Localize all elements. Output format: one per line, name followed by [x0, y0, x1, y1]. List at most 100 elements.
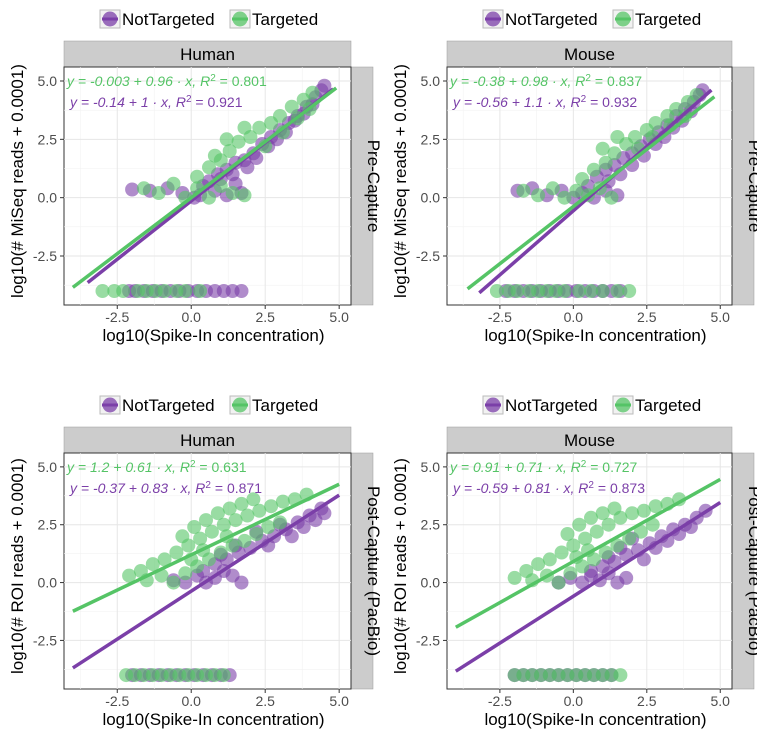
data-point — [569, 183, 584, 198]
data-point — [557, 284, 572, 298]
x-tick-label: 5.0 — [711, 309, 731, 325]
data-point — [207, 148, 222, 163]
data-point — [193, 284, 208, 298]
panel-3: NotTargeted Targeted Human Post-Capture (Pa… — [8, 395, 383, 729]
data-point — [575, 172, 590, 186]
data-point — [95, 284, 110, 298]
y-tick-label: 2.5 — [421, 517, 441, 533]
data-point — [598, 155, 613, 170]
data-point — [557, 190, 572, 205]
axes: -2.5 0.0 2.5 5.0 -2.5 0.0 2.5 5.0 log10(Spike-In… — [391, 458, 730, 729]
axes: -2.5 0.0 2.5 5.0 -2.5 0.0 2.5 5.0 log10(Spike-In… — [8, 458, 349, 729]
data-point — [622, 284, 637, 298]
data-point — [157, 284, 172, 298]
data-point — [636, 552, 651, 567]
data-point — [178, 284, 193, 298]
fit-line-nottargeted — [454, 501, 722, 673]
data-point — [554, 545, 569, 560]
data-point — [216, 668, 231, 683]
y-tick-label: -2.5 — [33, 248, 57, 264]
legend-label: NotTargeted — [505, 10, 598, 29]
x-tick-label: 0.0 — [564, 309, 584, 325]
fit-line-nottargeted — [71, 493, 341, 670]
equations: y = 1.2 + 0.61 · x, R2 = 0.631 y = -0.37 … — [66, 459, 262, 496]
equation-targeted: y = -0.38 + 0.98 · x, R2 = 0.837 — [449, 73, 642, 89]
data-point — [261, 520, 276, 534]
data-point — [589, 524, 604, 539]
data-point — [210, 506, 225, 521]
equation-nottargeted: y = -0.37 + 0.83 · x, R2 = 0.871 — [69, 480, 262, 496]
data-point — [595, 141, 610, 156]
y-tick-label: -2.5 — [416, 248, 440, 264]
data-point — [225, 186, 240, 200]
facet-strip-label: Pre-Capture — [745, 140, 757, 233]
equation-nottargeted: y = -0.56 + 1.1 · x, R2 = 0.932 — [452, 94, 637, 110]
x-tick-label: 5.0 — [329, 309, 349, 325]
data-point — [622, 531, 637, 546]
legend-label: NotTargeted — [505, 396, 598, 415]
data-point — [645, 517, 660, 532]
fit-line-targeted — [454, 477, 722, 629]
data-point — [175, 529, 190, 544]
data-point — [204, 524, 219, 539]
x-tick-label: 0.0 — [564, 693, 584, 709]
equations: y = -0.38 + 0.98 · x, R2 = 0.837 y = -0.5… — [449, 73, 642, 110]
y-tick-label: 0.0 — [38, 575, 58, 591]
y-tick-label: 2.5 — [38, 131, 58, 147]
legend-label: Targeted — [635, 396, 701, 415]
panel-2: NotTargeted Targeted Mouse Pre-Capture y = -… — [391, 9, 757, 345]
x-tick-label: 0.0 — [181, 309, 201, 325]
data-point — [610, 538, 625, 553]
data-point — [584, 510, 598, 525]
x-axis-label: log10(Spike-In concentration) — [102, 710, 324, 729]
data-point — [187, 520, 202, 534]
data-point — [202, 160, 216, 175]
data-point — [151, 186, 166, 200]
data-point — [489, 284, 504, 298]
fit-line-targeted — [72, 482, 340, 613]
legend-label: Targeted — [252, 10, 318, 29]
data-point — [284, 529, 299, 544]
x-axis-label: log10(Spike-In concentration) — [484, 326, 706, 345]
legend: NotTargeted Targeted — [99, 9, 318, 29]
y-tick-label: -2.5 — [416, 632, 440, 648]
y-tick-label: 5.0 — [38, 73, 58, 89]
x-tick-label: 2.5 — [255, 309, 275, 325]
data-point — [125, 182, 140, 197]
equation-nottargeted: y = -0.14 + 1 · x, R2 = 0.921 — [69, 94, 243, 110]
facet-strip-top — [446, 426, 733, 454]
data-point — [246, 492, 261, 507]
y-tick-label: 5.0 — [421, 459, 441, 475]
data-point — [578, 531, 593, 546]
data-point — [234, 284, 249, 298]
facet-title: Human — [180, 431, 235, 450]
equations: y = -0.003 + 0.96 · x, R2 = 0.801 y = -0.… — [66, 73, 267, 110]
equation-nottargeted: y = -0.59 + 0.81 · x, R2 = 0.873 — [452, 480, 645, 496]
series-points-targeted — [95, 85, 320, 298]
x-tick-label: -2.5 — [105, 693, 129, 709]
data-point — [566, 538, 581, 553]
facet-title: Human — [180, 45, 235, 64]
data-point — [584, 284, 598, 298]
facet-title: Mouse — [564, 45, 615, 64]
series-points-targeted — [507, 492, 687, 683]
data-point — [636, 503, 651, 518]
data-point — [216, 517, 231, 532]
data-point — [240, 508, 255, 523]
fit-line-targeted — [466, 95, 716, 291]
x-tick-label: 0.0 — [181, 693, 201, 709]
data-point — [648, 499, 663, 514]
axes: -2.5 0.0 2.5 5.0 -2.5 0.0 2.5 5.0 log10(Spike-In… — [391, 64, 730, 345]
y-tick-label: 5.0 — [421, 73, 441, 89]
y-axis-label: log10(# MiSeq reads + 0.0001) — [8, 64, 27, 298]
data-point — [572, 517, 587, 532]
data-point — [199, 513, 213, 528]
data-point — [604, 190, 619, 205]
data-point — [234, 575, 249, 590]
series-points-targeted — [489, 88, 704, 298]
data-point — [598, 545, 613, 560]
y-axis-label: log10(# ROI reads + 0.0001) — [8, 458, 27, 674]
data-point — [545, 181, 560, 196]
data-point — [252, 503, 267, 518]
data-point — [586, 162, 601, 177]
